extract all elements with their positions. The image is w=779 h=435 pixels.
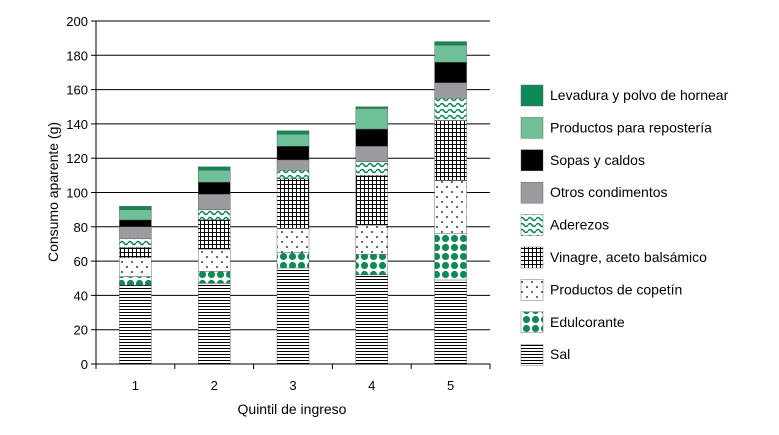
legend-swatch — [520, 214, 544, 236]
bar-segment — [276, 170, 310, 179]
x-tick-label: 1 — [132, 378, 139, 393]
bar-segment — [434, 82, 467, 99]
x-tick-label: 3 — [289, 378, 296, 393]
legend-swatch — [520, 279, 544, 301]
legend-swatch — [520, 84, 544, 107]
y-axis-title: Consumo aparente (g) — [45, 122, 61, 262]
legend-label: Edulcorante — [550, 314, 625, 330]
bar-segment — [355, 106, 388, 109]
bar-segment — [434, 279, 467, 365]
bar-segment — [355, 224, 388, 255]
legend-swatch — [520, 246, 544, 269]
bar-segment — [276, 252, 310, 269]
bar-segment — [197, 182, 231, 195]
bar-segment — [434, 61, 467, 83]
bar-segment — [119, 247, 152, 258]
bar-segment — [276, 133, 310, 147]
bar-segment — [434, 120, 467, 181]
bar-segment — [276, 130, 310, 135]
bar-segment — [355, 145, 388, 162]
bar-segment — [119, 209, 152, 221]
bar-segment — [197, 271, 231, 284]
bar-segment — [197, 170, 231, 183]
legend-label: Sal — [550, 346, 570, 362]
bar-segment — [197, 209, 231, 221]
bar-segment — [197, 194, 231, 210]
bar-segment — [434, 41, 467, 46]
y-tick-label: 100 — [66, 186, 88, 201]
legend-label: Sopas y caldos — [550, 152, 645, 168]
bar-segment — [119, 219, 152, 228]
bar-segment — [276, 178, 310, 229]
bar-segment — [355, 108, 388, 130]
bar-segment — [197, 219, 231, 250]
y-tick-label: 0 — [81, 357, 88, 372]
bar-segment — [276, 228, 310, 253]
bar-segment — [355, 274, 388, 365]
y-tick-label: 40 — [74, 288, 88, 303]
bar-segment — [276, 145, 310, 161]
x-tick-label: 4 — [368, 378, 375, 393]
bar-segment — [434, 233, 467, 281]
y-tick-label: 140 — [66, 117, 88, 132]
legend-label: Levadura y polvo de hornear — [550, 87, 729, 103]
bar-segment — [119, 238, 152, 248]
bar-segment — [434, 44, 467, 63]
legend-swatch — [520, 344, 544, 366]
x-tick-label: 5 — [447, 378, 454, 393]
y-tick-label: 20 — [74, 323, 88, 338]
bar-segment — [434, 180, 467, 234]
legend-label: Vinagre, aceto balsámico — [550, 249, 707, 265]
bar-segment — [119, 206, 152, 210]
bar-segment — [119, 276, 152, 286]
bar-segment — [355, 175, 388, 226]
legend-swatch — [520, 149, 544, 172]
bar-segment — [434, 97, 467, 121]
y-tick-label: 200 — [66, 14, 88, 29]
bar-segment — [197, 248, 231, 272]
bar-segment — [197, 283, 231, 365]
bar-segment — [355, 161, 388, 176]
legend-label: Productos para repostería — [550, 119, 712, 135]
bar-segment — [276, 159, 310, 171]
y-tick-label: 80 — [74, 220, 88, 235]
bar-segment — [119, 284, 152, 365]
legend-label: Productos de copetín — [550, 281, 682, 297]
legend-label: Otros condimentos — [550, 184, 668, 200]
legend: Levadura y polvo de hornear Productos par… — [520, 84, 729, 366]
x-axis-title: Quintil de ingreso — [238, 401, 347, 417]
bar-segment — [276, 267, 310, 365]
bar-segment — [119, 257, 152, 277]
bar-segment — [197, 166, 231, 171]
y-tick-label: 160 — [66, 83, 88, 98]
bar-segment — [119, 226, 152, 240]
y-tick-label: 180 — [66, 48, 88, 63]
y-tick-label: 60 — [74, 254, 88, 269]
bar-segment — [355, 128, 388, 147]
legend-swatch — [520, 117, 544, 139]
legend-swatch — [520, 311, 544, 333]
x-tick-label: 2 — [211, 378, 218, 393]
bar-segment — [355, 254, 388, 276]
legend-label: Aderezos — [550, 217, 609, 233]
legend-swatch — [520, 181, 544, 204]
y-tick-label: 120 — [66, 151, 88, 166]
